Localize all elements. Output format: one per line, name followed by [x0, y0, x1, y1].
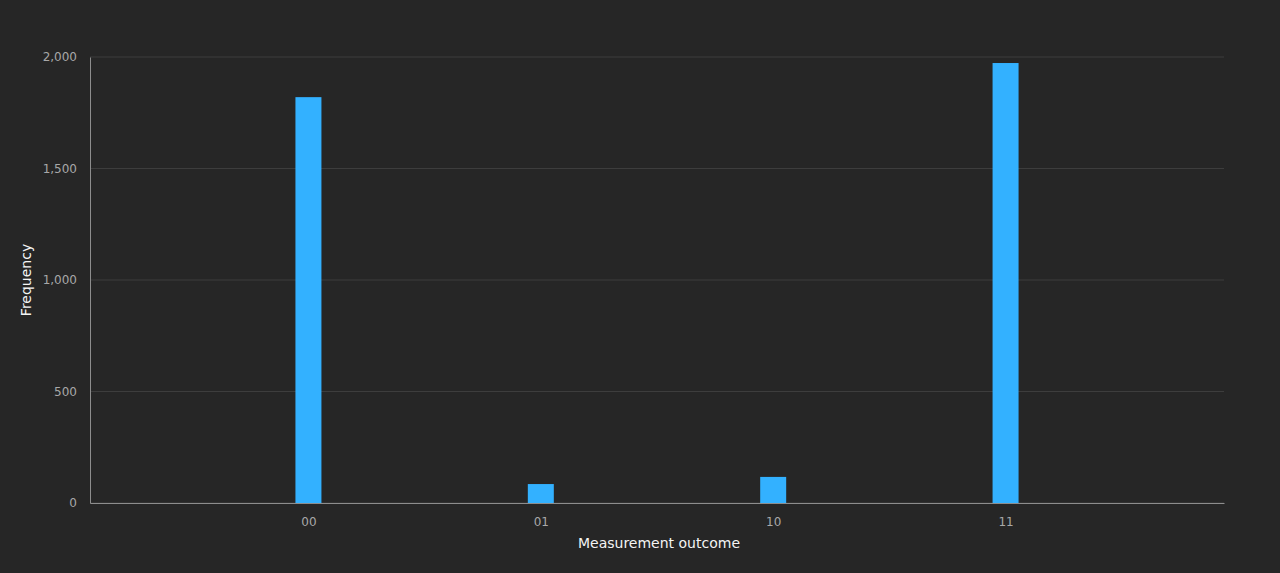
tick: 11 — [998, 503, 1013, 529]
grid-line — [90, 280, 1224, 281]
grid-line — [90, 168, 1224, 169]
axis-line — [90, 58, 91, 504]
tick-label: 00 — [301, 515, 316, 529]
bars — [295, 63, 1018, 503]
tick-label: 500 — [54, 385, 77, 399]
x-axis: 00 01 10 11 — [91, 503, 1225, 529]
y-axis: 0 500 1,000 1,500 2,000 — [43, 50, 91, 510]
tick: 10 — [766, 503, 781, 529]
tick: 2,000 — [43, 50, 90, 64]
background — [0, 0, 1280, 573]
tick-label: 1,000 — [43, 273, 77, 287]
bar — [528, 484, 554, 503]
y-axis-title: Frequency — [18, 244, 34, 316]
tick-label: 10 — [766, 515, 781, 529]
tick-label: 0 — [69, 496, 77, 510]
tick: 1,500 — [43, 162, 90, 176]
tick: 01 — [534, 503, 549, 529]
grid-line — [90, 57, 1224, 58]
tick: 1,000 — [43, 273, 90, 287]
bar — [760, 477, 786, 503]
tick-label: 2,000 — [43, 50, 77, 64]
grid-line — [90, 391, 1224, 392]
bar — [993, 63, 1019, 503]
x-axis-title: Measurement outcome — [578, 535, 740, 551]
tick-label: 11 — [998, 515, 1013, 529]
bar — [295, 97, 321, 503]
axis-line — [91, 503, 1225, 504]
grid-line — [90, 503, 1224, 504]
tick: 00 — [301, 503, 316, 529]
chart: 0 500 1,000 1,500 2,000 00 01 10 11 Measurement o… — [0, 0, 1280, 573]
grid — [90, 57, 1224, 503]
tick-label: 1,500 — [43, 162, 77, 176]
tick-label: 01 — [534, 515, 549, 529]
tick: 500 — [54, 385, 90, 399]
tick: 0 — [69, 496, 90, 510]
